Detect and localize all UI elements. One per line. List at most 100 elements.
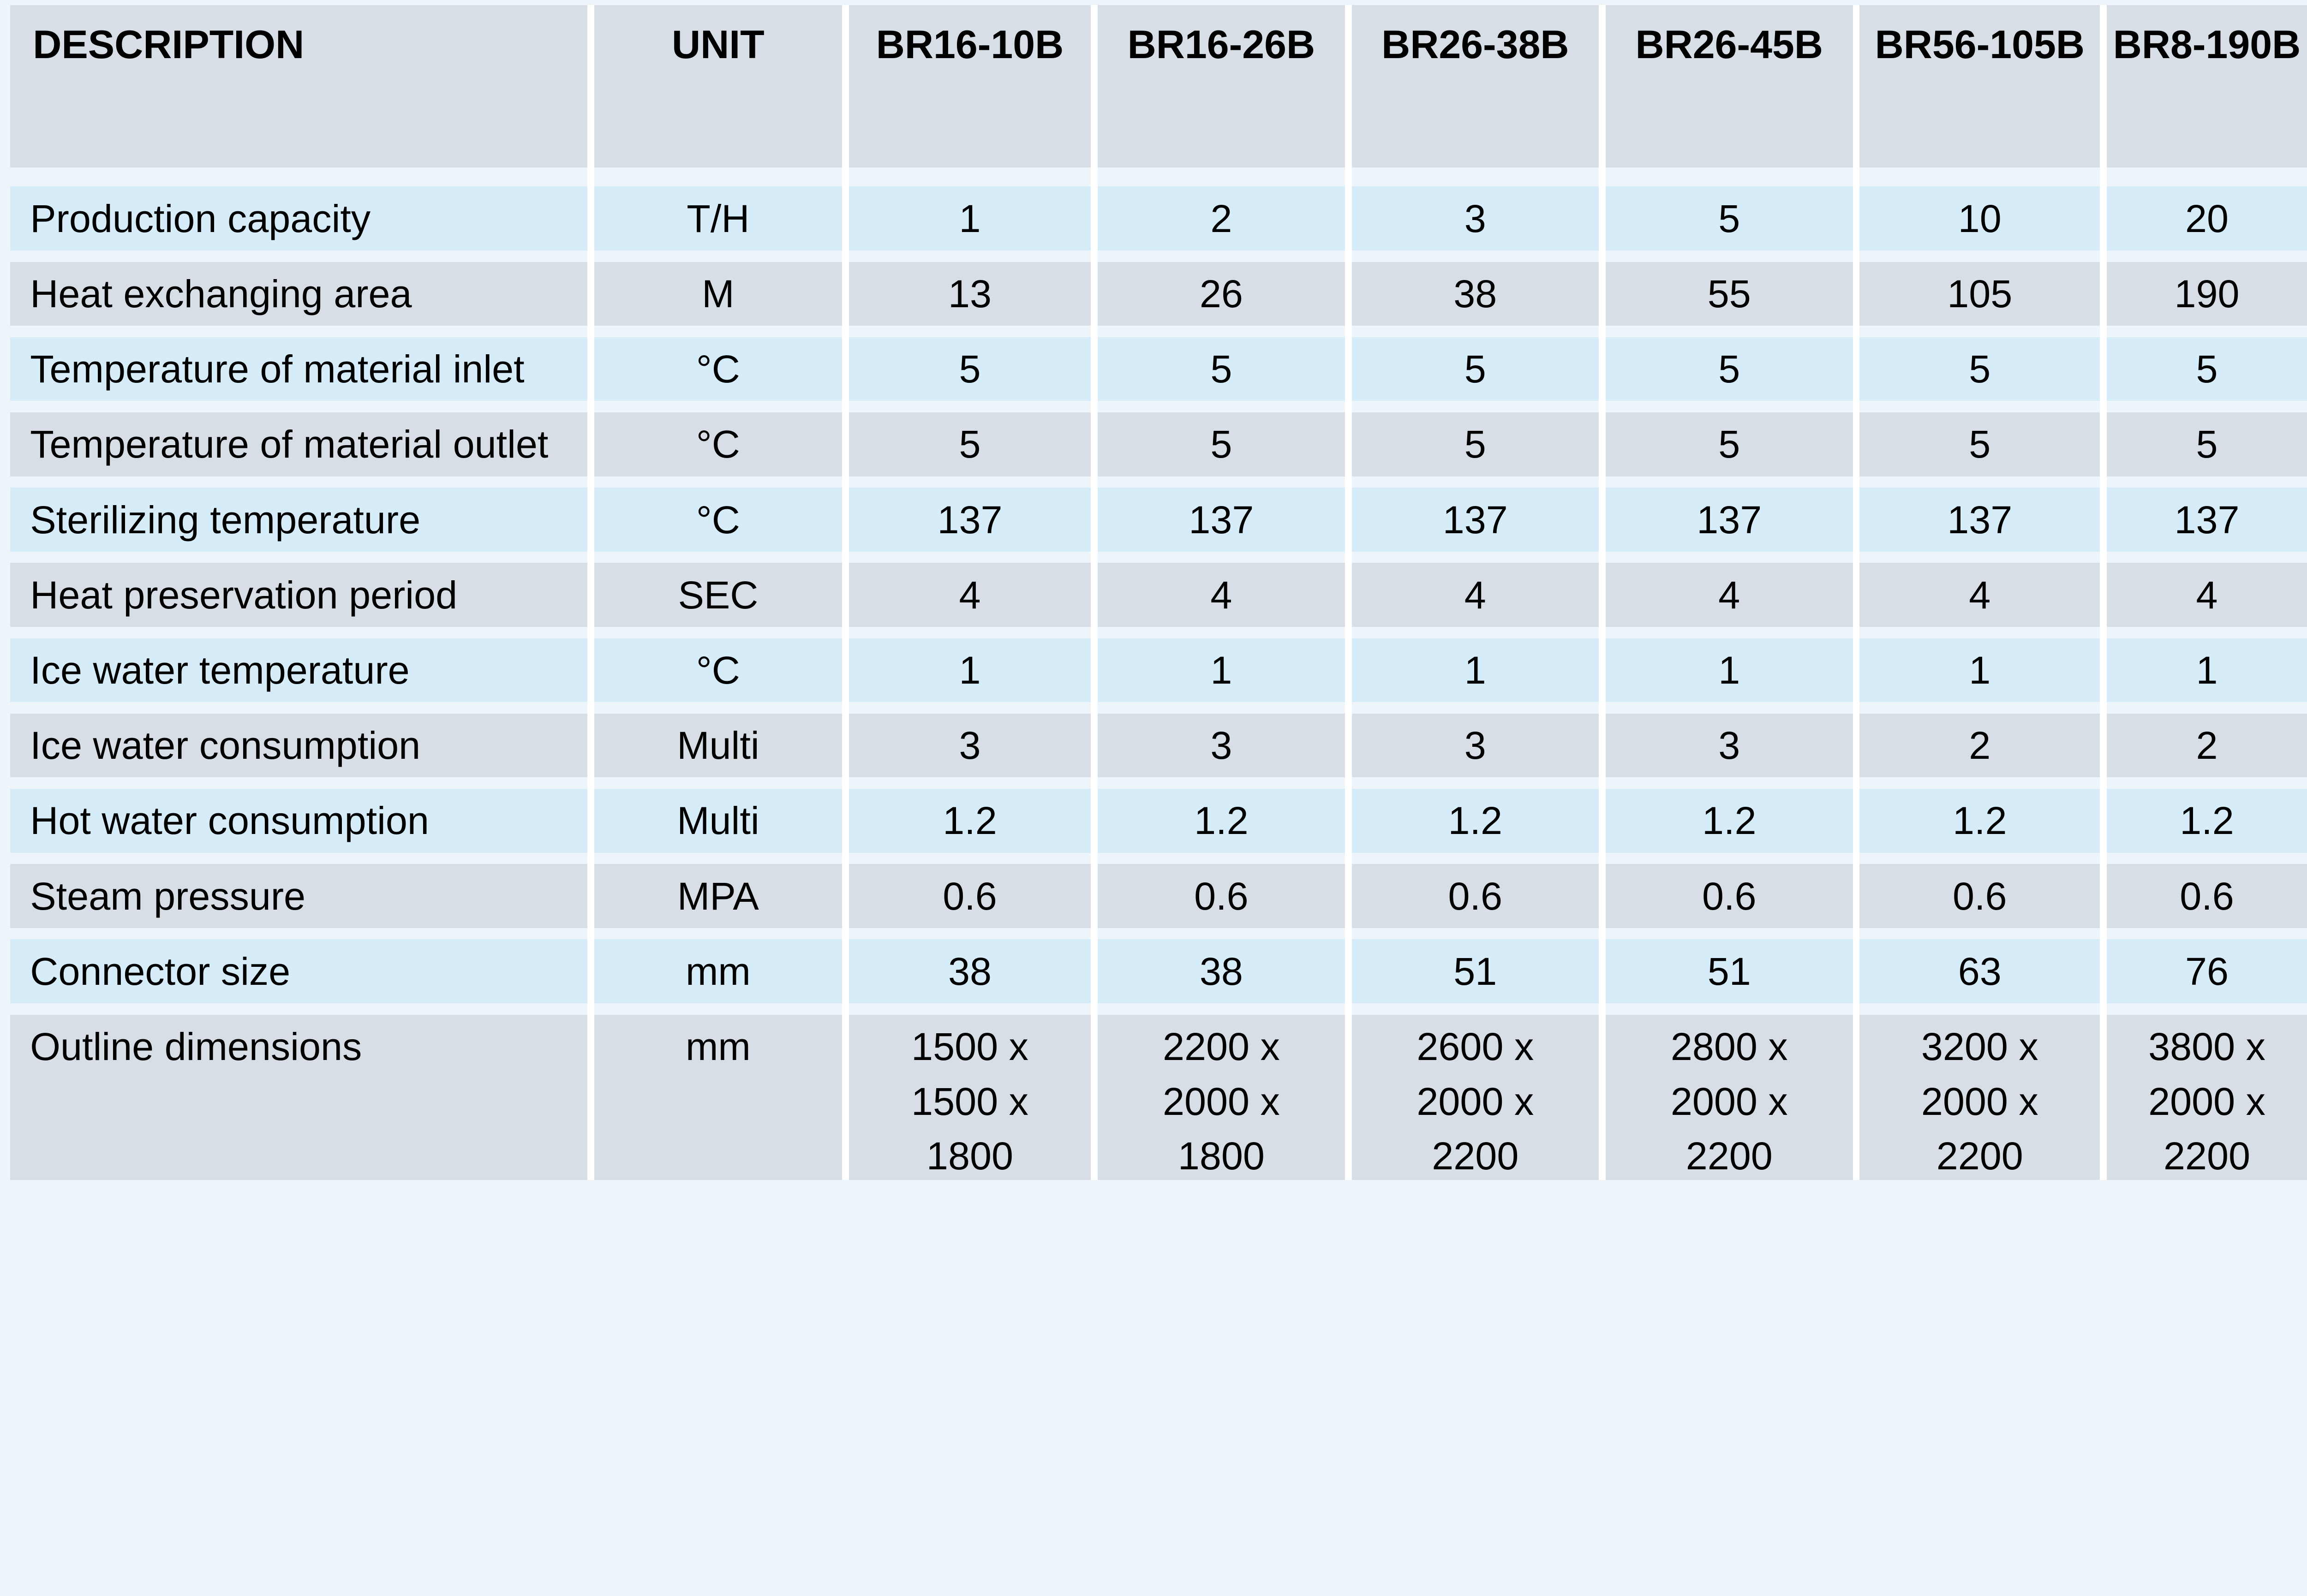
value-cell: 51: [1351, 939, 1599, 1004]
header-model-cell: BR8-190B: [2107, 5, 2307, 168]
dimension-line: 2000 x: [1670, 1079, 1788, 1123]
value-cell: 0.6: [1859, 864, 2100, 928]
value-cell: 5: [1098, 337, 1345, 401]
unit-cell: °C: [594, 337, 842, 401]
spec-row: Temperature of material inlet °C 5 5 5 5 5 5: [0, 337, 2307, 401]
value-cell: 5: [1605, 337, 1853, 401]
spec-row: Temperature of material outlet °C 5 5 5 5 5 5: [0, 412, 2307, 476]
header-model-cell: BR16-26B: [1098, 5, 1345, 168]
column-separator: [1091, 5, 1098, 1180]
dimension-line: 2800 x: [1670, 1024, 1788, 1068]
column-separator: [587, 5, 594, 1180]
value-cell: 105: [1859, 262, 2100, 326]
value-cell: 137: [1859, 488, 2100, 552]
value-cell: 1: [849, 186, 1091, 251]
row-label-cell: Outline dimensions: [10, 1014, 587, 1180]
dimension-lines: 2800 x 2000 x 2200: [1671, 1019, 1788, 1184]
value-cell: 1500 x 1500 x 1800: [849, 1014, 1091, 1180]
value-cell: 38: [1098, 939, 1345, 1004]
spec-row: Heat exchanging area M 13 26 38 55 105 190: [0, 262, 2307, 326]
value-cell: 1.2: [1098, 788, 1345, 853]
dimension-line: 2600 x: [1416, 1024, 1534, 1068]
value-cell: 38: [1351, 262, 1599, 326]
value-cell: 20: [2107, 186, 2307, 251]
spec-row: Ice water temperature °C 1 1 1 1 1 1: [0, 638, 2307, 703]
value-cell: 1.2: [849, 788, 1091, 853]
value-cell: 3: [1605, 713, 1853, 778]
value-cell: 1.2: [2107, 788, 2307, 853]
dimension-line: 2000 x: [1416, 1079, 1534, 1123]
value-cell: 76: [2107, 939, 2307, 1004]
value-cell: 5: [2107, 337, 2307, 401]
row-label-cell: Connector size: [10, 939, 587, 1004]
column-separator: [842, 5, 849, 1180]
value-cell: 1: [1859, 638, 2100, 703]
value-cell: 5: [1351, 412, 1599, 476]
unit-cell: T/H: [594, 186, 842, 251]
value-cell: 5: [1098, 412, 1345, 476]
dimension-line: 3200 x: [1921, 1024, 2038, 1068]
header-unit-cell: UNIT: [594, 5, 842, 168]
value-cell: 5: [2107, 412, 2307, 476]
value-cell: 1: [1098, 638, 1345, 703]
value-cell: 3: [1351, 713, 1599, 778]
unit-cell: °C: [594, 412, 842, 476]
row-label-cell: Heat preservation period: [10, 563, 587, 627]
row-label-cell: Hot water consumption: [10, 788, 587, 853]
unit-cell: Multi: [594, 788, 842, 853]
value-cell: 63: [1859, 939, 2100, 1004]
dimension-line: 2200: [1936, 1134, 2023, 1178]
unit-cell: °C: [594, 488, 842, 552]
dimension-line: 2200: [1685, 1134, 1773, 1178]
header-description-cell: DESCRIPTION: [10, 5, 587, 168]
unit-cell: SEC: [594, 563, 842, 627]
value-cell: 2200 x 2000 x 1800: [1098, 1014, 1345, 1180]
value-cell: 5: [1605, 186, 1853, 251]
dimension-lines: 3800 x 2000 x 2200: [2148, 1019, 2265, 1184]
dimension-line: 2000 x: [2148, 1079, 2265, 1123]
value-cell: 38: [849, 939, 1091, 1004]
value-cell: 137: [1098, 488, 1345, 552]
header-model-cell: BR26-38B: [1351, 5, 1599, 168]
unit-cell: M: [594, 262, 842, 326]
value-cell: 0.6: [1098, 864, 1345, 928]
dimension-lines: 1500 x 1500 x 1800: [911, 1019, 1028, 1184]
value-cell: 55: [1605, 262, 1853, 326]
value-cell: 13: [849, 262, 1091, 326]
value-cell: 51: [1605, 939, 1853, 1004]
dimension-line: 3800 x: [2148, 1024, 2265, 1068]
value-cell: 0.6: [1351, 864, 1599, 928]
value-cell: 4: [1098, 563, 1345, 627]
value-cell: 0.6: [2107, 864, 2307, 928]
value-cell: 1: [849, 638, 1091, 703]
row-label-cell: Production capacity: [10, 186, 587, 251]
row-label-cell: Steam pressure: [10, 864, 587, 928]
value-cell: 3: [849, 713, 1091, 778]
value-cell: 137: [1605, 488, 1853, 552]
value-cell: 2800 x 2000 x 2200: [1605, 1014, 1853, 1180]
unit-cell: Multi: [594, 713, 842, 778]
value-cell: 4: [1859, 563, 2100, 627]
value-cell: 4: [1351, 563, 1599, 627]
value-cell: 3800 x 2000 x 2200: [2107, 1014, 2307, 1180]
row-label-cell: Ice water temperature: [10, 638, 587, 703]
value-cell: 2600 x 2000 x 2200: [1351, 1014, 1599, 1180]
row-label-cell: Temperature of material outlet: [10, 412, 587, 476]
value-cell: 0.6: [1605, 864, 1853, 928]
row-label-cell: Heat exchanging area: [10, 262, 587, 326]
value-cell: 3: [1351, 186, 1599, 251]
value-cell: 4: [849, 563, 1091, 627]
spec-row: Heat preservation period SEC 4 4 4 4 4 4: [0, 563, 2307, 627]
value-cell: 5: [849, 412, 1091, 476]
value-cell: 3: [1098, 713, 1345, 778]
column-separator: [1599, 5, 1606, 1180]
spec-row: Sterilizing temperature °C 137 137 137 137 137…: [0, 488, 2307, 552]
value-cell: 1.2: [1351, 788, 1599, 853]
value-cell: 1: [1605, 638, 1853, 703]
dimension-lines: 2200 x 2000 x 1800: [1163, 1019, 1280, 1184]
header-model-cell: BR56-105B: [1859, 5, 2100, 168]
value-cell: 5: [849, 337, 1091, 401]
value-cell: 2: [2107, 713, 2307, 778]
header-model-cell: BR26-45B: [1605, 5, 1853, 168]
value-cell: 4: [2107, 563, 2307, 627]
